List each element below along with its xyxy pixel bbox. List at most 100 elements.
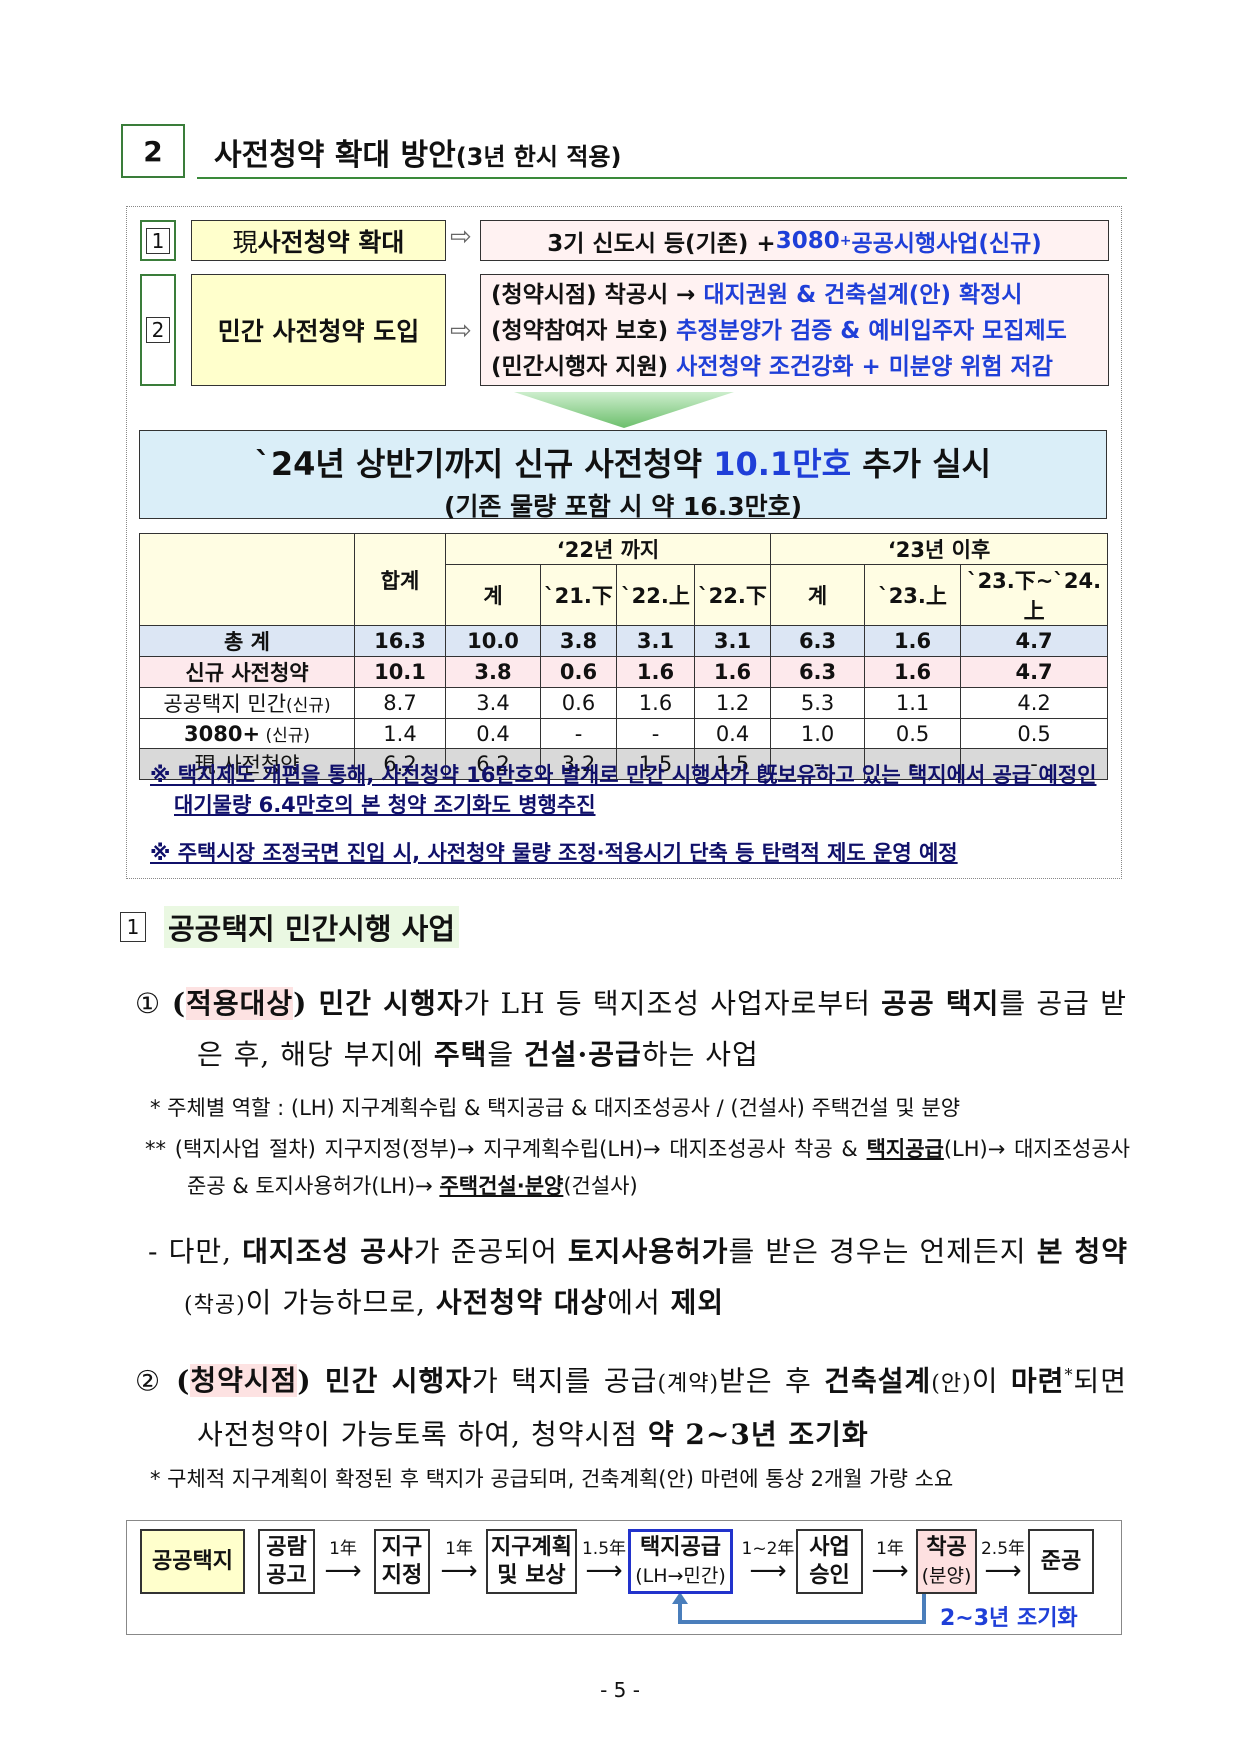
row-label-text: 現 사전청약 <box>194 753 300 777</box>
seg: (LH)→ 대지조성공사 준공 & 토지사용허가(LH)→ <box>187 1137 1130 1198</box>
seg: 에서 <box>607 1286 671 1319</box>
flow-step-text: 및 보상 <box>497 1562 566 1588</box>
seg: 이 <box>971 1364 1011 1398</box>
cell: 3.4 <box>445 687 541 719</box>
content-text: (청약참여자 보호) <box>491 318 677 344</box>
header-rule <box>197 177 1127 179</box>
cell: 0.5 <box>960 718 1109 749</box>
flow-step-text: 사업 <box>809 1534 850 1560</box>
table-subheader: `23.上 <box>864 564 962 626</box>
seg: ) <box>297 1364 312 1398</box>
row-label-text: 총 계 <box>224 630 270 654</box>
seg: (안) <box>931 1371 972 1397</box>
seg: 건설·공급 <box>524 1038 642 1071</box>
section-title: 공공택지 민간시행 사업 <box>164 906 459 948</box>
subheadline: (기존 물량 포함 시 약 16.3만호) <box>443 492 803 521</box>
cell: 10.1 <box>354 656 446 688</box>
flow-step-text: 지정 <box>381 1562 423 1588</box>
cell: 3.8 <box>445 656 541 688</box>
flow-step-text: 착공 <box>926 1534 967 1560</box>
seg: (착공) <box>184 1293 246 1318</box>
flow-step-text: (LH→민간) <box>635 1564 726 1587</box>
content-highlight: 3080 <box>775 227 840 254</box>
table-subheader-row: 계 `21.下 `22.上 `22.下 계 `23.上 `23.下~`24.上 <box>140 564 1109 626</box>
flow-arrow: ⟶ <box>324 1556 362 1586</box>
seg: ( <box>176 1364 191 1398</box>
row-label: 총 계 <box>139 625 355 657</box>
content-highlight: 추정분양가 검증 & 예비입주자 모집제도 <box>676 318 1067 344</box>
cell: - <box>864 748 962 780</box>
item-number-text: 1 <box>145 227 171 254</box>
marker: ② <box>135 1364 164 1398</box>
row-label-text: 공공택지 민간 <box>163 692 287 716</box>
table-subheader: `22.上 <box>616 564 695 626</box>
cell: 3.2 <box>540 748 617 780</box>
seg: 되면 사전청약이 가능토록 하여, 청약시점 <box>197 1364 1127 1452</box>
supply-table: 합계 ‘22년 까지 ‘23년 이후 계 `21.下 `22.上 `22.下 계 `23.上 `… <box>139 533 1109 780</box>
item-label-text: 민간 사전청약 도입 <box>217 317 420 346</box>
seg: 가 LH 등 택지조성 사업자로부터 <box>463 987 882 1020</box>
cell: 1.1 <box>864 687 962 719</box>
seg: ** (택지사업 절차) 지구지정(정부)→ 지구계획수립(LH)→ 대지조성공… <box>145 1137 867 1161</box>
seg-underline: 주택건설·분양 <box>439 1174 564 1198</box>
table-header: ‘23년 이후 <box>770 533 1109 565</box>
seg-underline: 택지공급 <box>866 1137 944 1161</box>
table-header-row: 합계 ‘22년 까지 ‘23년 이후 <box>139 533 1109 626</box>
table-subheader: `23.下~`24.上 <box>960 564 1109 626</box>
seg: 다만, <box>158 1235 243 1268</box>
flow-step: 공람 공고 <box>258 1529 315 1594</box>
flow-step-text: 공공택지 <box>152 1548 233 1574</box>
content-highlight: 대지권원 & 건축설계(안) 확정시 <box>703 282 1023 308</box>
row-label-text: 3080+ <box>184 722 261 746</box>
table-corner <box>139 533 355 626</box>
table-header: 합계 <box>354 533 446 626</box>
seg: 민간 시행자 <box>311 1364 472 1398</box>
return-arrow <box>672 1592 926 1624</box>
table-subheader: 계 <box>770 564 866 626</box>
flow-interval: 1年 <box>876 1539 904 1559</box>
cell: 4.7 <box>960 625 1109 657</box>
item-label: 現 사전청약 확대 <box>191 220 446 261</box>
headline-box: `24년 상반기까지 신규 사전청약 10.1만호 추가 실시 (기존 물량 포… <box>139 430 1107 521</box>
cell: 3.1 <box>693 625 772 657</box>
seg: ) <box>293 987 308 1020</box>
content-line: (민간시행자 지원) 사전청약 조건강화 + 미분양 위험 저감 <box>491 349 1108 385</box>
cell: 0.4 <box>445 718 541 749</box>
return-arrow-line <box>678 1594 926 1624</box>
table-row: 총 계 16.3 10.0 3.8 3.1 3.1 6.3 1.6 4.7 <box>139 625 1109 657</box>
headline-text: 추가 실시 <box>851 445 992 483</box>
cell: - <box>960 748 1109 780</box>
paragraph: ① (적용대상) 민간 시행자가 LH 등 택지조성 사업자로부터 공공 택지를… <box>135 978 1127 1080</box>
item-content: 3기 신도시 등(기존) + 3080 + 공공시행사업(신규) <box>480 220 1109 261</box>
item-label-prefix: 現 <box>232 227 258 257</box>
content-line: (청약시점) 착공시 → 대지권원 & 건축설계(안) 확정시 <box>491 277 1108 313</box>
seg-highlight: 청약시점 <box>190 1364 298 1398</box>
table-row: 신규 사전청약 10.1 3.8 0.6 1.6 1.6 6.3 1.6 4.7 <box>139 656 1109 688</box>
item-number: 2 <box>140 274 176 386</box>
seg: (계약) <box>657 1371 720 1397</box>
cell: 1.4 <box>354 718 446 749</box>
flow-arrow: ⟶ <box>585 1556 623 1586</box>
row-label: 신규 사전청약 <box>139 656 355 688</box>
arrow: ⇨ <box>450 222 472 252</box>
seg: 마련 <box>1010 1364 1065 1398</box>
table-row: 3080+ (신규) 1.4 0.4- -0.4 1.0 0.5 0.5 <box>139 718 1109 749</box>
row-label-text: (신규) <box>260 726 310 746</box>
flow-callout: 2~3년 조기화 <box>940 1606 1078 1631</box>
cell: 1.6 <box>864 625 962 657</box>
row-label-text: (신규) <box>286 696 331 716</box>
row-label-text: 신규 사전청약 <box>185 661 309 685</box>
seg: 건축설계 <box>824 1364 932 1398</box>
down-arrow-shape <box>514 392 734 428</box>
marker: ① <box>135 987 162 1020</box>
cell: 1.6 <box>616 656 695 688</box>
cell: 10.0 <box>445 625 541 657</box>
flow-arrow: ⟶ <box>984 1556 1022 1586</box>
flow-step-text: 지구 <box>381 1534 423 1560</box>
flow-step-text: 준공 <box>1040 1548 1082 1574</box>
flow-step: 공공택지 <box>140 1529 245 1594</box>
row-label: 3080+ (신규) <box>139 718 355 749</box>
seg: 를 받은 경우는 언제든지 <box>728 1235 1037 1268</box>
flow-arrow: ⟶ <box>749 1556 787 1586</box>
table-subheader: 계 <box>445 564 541 626</box>
